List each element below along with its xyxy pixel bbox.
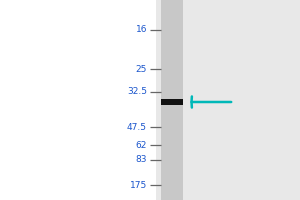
Text: 175: 175 — [130, 180, 147, 190]
Bar — [160, 0, 183, 200]
Text: 62: 62 — [136, 140, 147, 149]
Text: 32.5: 32.5 — [127, 88, 147, 97]
Bar — [160, 99, 183, 105]
Text: 16: 16 — [136, 25, 147, 34]
Text: 25: 25 — [136, 64, 147, 73]
Text: 83: 83 — [136, 156, 147, 164]
Text: 47.5: 47.5 — [127, 122, 147, 132]
Bar — [0, 0, 156, 200]
